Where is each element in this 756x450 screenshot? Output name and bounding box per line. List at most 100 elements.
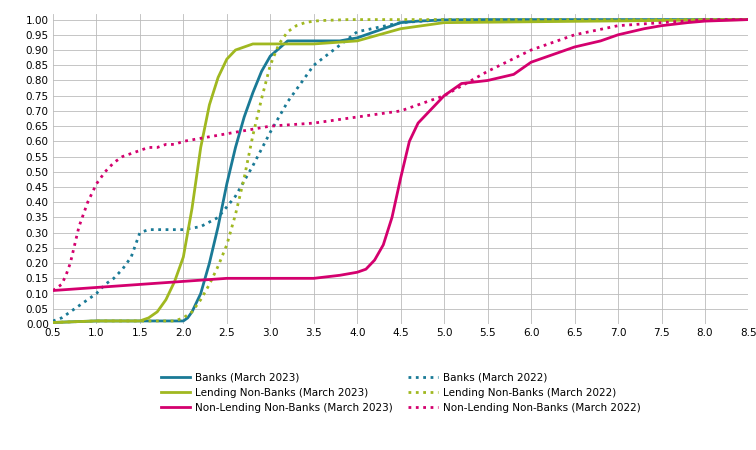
Lending Non-Banks (March 2022) [439,17,448,22]
Lending Non-Banks (March 2022) [170,318,179,324]
Banks (March 2022) [283,99,292,104]
Banks (March 2022) [74,303,84,308]
Non-Lending Non-Banks (March 2023) [439,93,448,99]
Banks (March 2023) [178,318,187,324]
Banks (March 2022) [265,130,274,135]
Non-Lending Non-Banks (March 2023) [352,270,361,275]
Banks (March 2023) [222,181,231,187]
Line: Non-Lending Non-Banks (March 2023): Non-Lending Non-Banks (March 2023) [53,20,748,291]
Non-Lending Non-Banks (March 2023) [379,242,388,248]
Non-Lending Non-Banks (March 2023) [265,276,274,281]
Non-Lending Non-Banks (March 2023) [361,266,370,272]
Banks (March 2022) [170,227,179,232]
Banks (March 2022) [178,227,187,232]
Lending Non-Banks (March 2022) [274,41,284,47]
Lending Non-Banks (March 2022) [744,17,753,22]
Lending Non-Banks (March 2022) [178,315,187,320]
Banks (March 2023) [205,261,214,266]
Banks (March 2022) [439,17,448,22]
Lending Non-Banks (March 2022) [327,18,336,23]
Non-Lending Non-Banks (March 2023) [640,26,649,32]
Non-Lending Non-Banks (March 2022) [101,169,110,175]
Lending Non-Banks (March 2022) [162,318,171,324]
Lending Non-Banks (March 2023) [396,26,405,32]
Non-Lending Non-Banks (March 2023) [700,18,709,24]
Non-Lending Non-Banks (March 2022) [144,145,153,150]
Lending Non-Banks (March 2023) [178,254,187,260]
Lending Non-Banks (March 2022) [92,318,101,324]
Non-Lending Non-Banks (March 2022) [231,130,240,135]
Banks (March 2023) [483,17,492,22]
Line: Lending Non-Banks (March 2023): Lending Non-Banks (March 2023) [53,20,748,323]
Banks (March 2023) [257,69,266,74]
Lending Non-Banks (March 2022) [257,96,266,101]
Lending Non-Banks (March 2023) [92,318,101,324]
Non-Lending Non-Banks (March 2022) [352,114,361,120]
Lending Non-Banks (March 2022) [396,17,405,22]
Banks (March 2023) [183,315,192,320]
Banks (March 2023) [439,17,448,22]
Non-Lending Non-Banks (March 2023) [744,17,753,22]
Non-Lending Non-Banks (March 2023) [613,32,622,37]
Banks (March 2023) [309,38,318,44]
Non-Lending Non-Banks (March 2023) [405,139,414,144]
Lending Non-Banks (March 2022) [344,17,353,22]
Banks (March 2023) [187,309,197,315]
Lending Non-Banks (March 2022) [135,318,144,324]
Banks (March 2023) [387,23,396,28]
Non-Lending Non-Banks (March 2023) [135,282,144,287]
Line: Banks (March 2022): Banks (March 2022) [53,20,748,321]
Lending Non-Banks (March 2022) [197,297,206,302]
Banks (March 2023) [335,38,344,44]
Banks (March 2023) [240,114,249,120]
Banks (March 2022) [92,291,101,296]
Lending Non-Banks (March 2023) [439,20,448,25]
Non-Lending Non-Banks (March 2022) [396,108,405,113]
Lending Non-Banks (March 2023) [170,279,179,284]
Lending Non-Banks (March 2022) [240,175,249,180]
Non-Lending Non-Banks (March 2022) [570,32,579,37]
Lending Non-Banks (March 2023) [231,47,240,53]
Banks (March 2023) [396,20,405,25]
Non-Lending Non-Banks (March 2022) [70,242,79,248]
Lending Non-Banks (March 2023) [153,309,162,315]
Non-Lending Non-Banks (March 2022) [162,142,171,147]
Non-Lending Non-Banks (March 2022) [109,160,118,165]
Non-Lending Non-Banks (March 2023) [526,59,535,65]
Non-Lending Non-Banks (March 2022) [178,139,187,144]
Non-Lending Non-Banks (March 2023) [553,50,562,56]
Banks (March 2023) [213,224,222,230]
Lending Non-Banks (March 2022) [248,133,257,138]
Banks (March 2022) [248,163,257,168]
Non-Lending Non-Banks (March 2023) [92,285,101,290]
Line: Banks (March 2023): Banks (March 2023) [53,20,748,323]
Lending Non-Banks (March 2022) [213,263,222,269]
Banks (March 2023) [92,318,101,324]
Banks (March 2023) [197,291,206,296]
Non-Lending Non-Banks (March 2023) [48,288,57,293]
Banks (March 2022) [309,63,318,68]
Non-Lending Non-Banks (March 2022) [48,288,57,293]
Banks (March 2022) [66,309,75,315]
Non-Lending Non-Banks (March 2022) [613,23,622,28]
Lending Non-Banks (March 2023) [162,297,171,302]
Non-Lending Non-Banks (March 2022) [483,69,492,74]
Non-Lending Non-Banks (March 2022) [74,224,84,230]
Banks (March 2022) [352,29,361,35]
Non-Lending Non-Banks (March 2022) [439,93,448,99]
Banks (March 2022) [83,297,92,302]
Non-Lending Non-Banks (March 2023) [335,273,344,278]
Non-Lending Non-Banks (March 2023) [683,20,692,25]
Lending Non-Banks (March 2023) [135,318,144,324]
Non-Lending Non-Banks (March 2022) [170,142,179,147]
Line: Non-Lending Non-Banks (March 2022): Non-Lending Non-Banks (March 2022) [53,20,748,291]
Lending Non-Banks (March 2022) [309,18,318,24]
Banks (March 2022) [101,282,110,287]
Banks (March 2023) [170,318,179,324]
Non-Lending Non-Banks (March 2023) [222,276,231,281]
Lending Non-Banks (March 2022) [283,29,292,35]
Banks (March 2022) [231,194,240,199]
Non-Lending Non-Banks (March 2022) [248,126,257,132]
Non-Lending Non-Banks (March 2022) [92,181,101,187]
Lending Non-Banks (March 2023) [144,315,153,320]
